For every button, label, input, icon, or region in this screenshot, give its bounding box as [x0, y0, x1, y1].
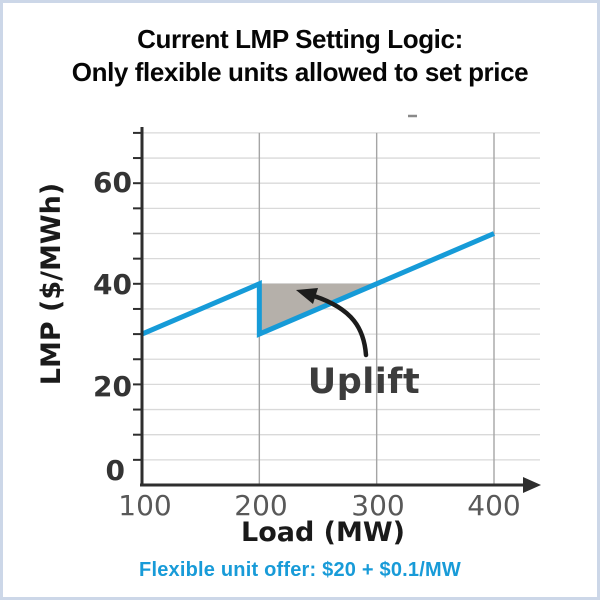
chart-title-line-2: Only flexible units allowed to set price — [71, 57, 529, 87]
lmp-price-line — [141, 231, 495, 338]
x-axis-title: Load (MW) — [241, 517, 405, 548]
uplift-arrowhead-icon — [296, 288, 318, 304]
chart-title-line-1: Current LMP Setting Logic: — [137, 24, 463, 54]
x-tick-label-300: 300 — [351, 489, 404, 522]
y-axis-title: LMP ($/MWh) — [36, 183, 67, 385]
chart-title: Current LMP Setting Logic: Only flexible… — [3, 23, 597, 89]
y-tick-label-0: 0 — [106, 454, 125, 487]
x-axis-arrowhead-icon — [523, 477, 541, 493]
flexible-offer-footnote: Flexible unit offer: $20 + $0.1/MW — [139, 559, 461, 581]
y-tick-label-60: 60 — [93, 166, 132, 199]
x-tick-label-100: 100 — [118, 489, 171, 522]
uplift-arrow — [311, 293, 369, 358]
uplift-label: Uplift — [308, 362, 420, 402]
x-tick-label-200: 200 — [234, 489, 287, 522]
x-tick-label-400: 400 — [467, 489, 520, 522]
lmp-chart: 60 40 20 0 100 200 300 400 LMP ($/MWh) L… — [36, 114, 541, 548]
y-tick-label-40: 40 — [93, 268, 132, 301]
y-axis-ticks — [133, 131, 143, 461]
y-tick-label-20: 20 — [93, 370, 132, 403]
